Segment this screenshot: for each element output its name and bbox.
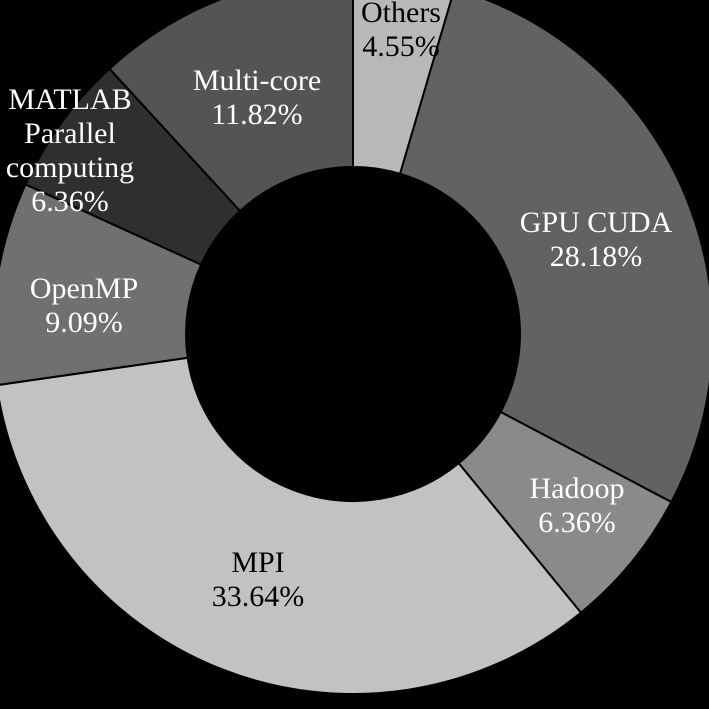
- slice-name-label: OpenMP: [30, 272, 138, 305]
- slice-label-matlab-parallel-computing: MATLAB Parallel computing 6.36%: [6, 83, 134, 218]
- slice-value-label: 9.09%: [45, 306, 123, 339]
- slice-name-label: Hadoop: [530, 472, 625, 505]
- slice-label-others: Others 4.55%: [361, 0, 441, 63]
- slice-value-label: 6.36%: [538, 506, 616, 539]
- slice-name-label: GPU CUDA: [520, 206, 673, 239]
- slice-name-label: Parallel: [24, 117, 116, 150]
- slice-name-label: Multi-core: [193, 64, 321, 97]
- slice-value-label: 11.82%: [211, 98, 302, 131]
- slice-label-multi-core: Multi-core 11.82%: [193, 64, 321, 131]
- slice-multi-core: [108, 0, 354, 213]
- slice-value-label: 4.55%: [362, 30, 440, 63]
- slice-name-label: Others: [361, 0, 441, 29]
- slice-name-label: computing: [6, 151, 134, 184]
- slice-label-mpi: MPI 33.64%: [212, 546, 305, 613]
- slice-others: [352, 0, 453, 176]
- slice-label-gpu-cuda: GPU CUDA 28.18%: [520, 206, 673, 273]
- slice-gpu-cuda: [398, 0, 709, 504]
- slice-name-label: MPI: [231, 546, 284, 579]
- slice-label-hadoop: Hadoop 6.36%: [530, 472, 625, 539]
- slice-value-label: 28.18%: [550, 240, 643, 273]
- slice-mpi: [0, 356, 583, 695]
- slice-name-label: MATLAB: [8, 83, 131, 116]
- slice-openmp: [0, 183, 203, 386]
- slice-label-openmp: OpenMP 9.09%: [30, 272, 138, 339]
- slice-value-label: 33.64%: [212, 580, 305, 613]
- slice-value-label: 6.36%: [31, 185, 109, 218]
